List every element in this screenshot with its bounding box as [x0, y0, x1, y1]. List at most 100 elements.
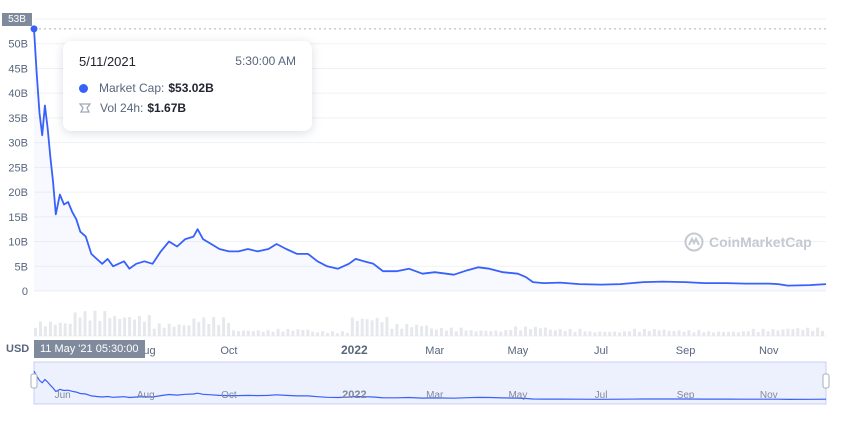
volume-bar: [712, 332, 716, 336]
volume-bar: [761, 328, 765, 336]
y-tick-label: 15B: [8, 212, 28, 224]
volume-bar: [519, 330, 523, 336]
volume-bar: [543, 327, 547, 336]
watermark: CoinMarketCap: [684, 232, 812, 252]
volume-bar: [439, 327, 443, 336]
volume-bar: [642, 328, 646, 336]
y-tick-label: 0: [22, 286, 28, 298]
volume-bar: [558, 329, 562, 336]
volume-bar: [326, 332, 330, 336]
navigator-tick-label: May: [508, 390, 527, 401]
volume-bar: [370, 320, 374, 336]
volume-bar: [444, 330, 448, 336]
volume-bar: [801, 329, 805, 336]
volume-bar: [232, 330, 235, 336]
market-cap-label: Market Cap:: [99, 81, 165, 95]
tooltip-market-cap-row: Market Cap: $53.02B: [79, 81, 214, 95]
volume-bar: [509, 330, 513, 336]
volume-bar: [68, 323, 72, 336]
y-tick-label: 10B: [8, 237, 28, 249]
volume-bar: [108, 318, 112, 336]
volume-bar: [514, 326, 518, 336]
volume-bar: [375, 317, 379, 336]
volume-bar: [98, 320, 102, 336]
volume-bar: [380, 322, 384, 336]
volume-bar: [113, 316, 117, 336]
volume-bar: [746, 331, 750, 336]
volume-bar: [697, 330, 701, 336]
volume-bar: [806, 327, 810, 336]
volume-bar: [385, 317, 389, 336]
volume-bar: [316, 332, 320, 336]
volume-bar: [529, 329, 532, 336]
volume-bar: [321, 331, 325, 336]
volume-bar: [286, 329, 290, 336]
volume-bar: [331, 331, 334, 336]
volume-bar: [717, 331, 721, 336]
volume-bar: [781, 329, 785, 336]
volume-bar: [227, 322, 231, 336]
volume-bar: [241, 330, 245, 336]
watermark-text: CoinMarketCap: [709, 234, 812, 250]
volume-bar: [434, 329, 438, 336]
series-line: [33, 28, 827, 287]
volume-bar: [58, 322, 62, 336]
volume-bar: [727, 331, 730, 336]
volume-bar: [672, 331, 676, 336]
tooltip-time: 5:30:00 AM: [235, 54, 296, 68]
volume-bar: [553, 330, 557, 336]
volume-bar: [197, 321, 201, 336]
volume-bar: [459, 327, 463, 336]
volume-bar: [628, 331, 631, 336]
volume-bar: [652, 329, 656, 336]
volume-bar: [157, 323, 161, 336]
volume-bar: [162, 327, 166, 336]
volume-bar: [118, 318, 122, 336]
navigator-right-handle[interactable]: [822, 373, 830, 389]
volume-bar: [360, 318, 364, 336]
volume-bar: [133, 319, 136, 336]
navigator: Jun Aug Oct 2022 Mar May Jul Sep Nov: [30, 361, 830, 405]
volume-bar: [53, 324, 57, 336]
y-tick-label: 40B: [8, 88, 28, 100]
volume-label: Vol 24h:: [100, 101, 144, 115]
volume-bar: [177, 324, 181, 336]
volume-bar: [593, 332, 597, 336]
volume-bar: [142, 321, 146, 336]
volume-bar: [34, 327, 37, 336]
volume-bar: [172, 326, 176, 336]
volume-bar: [499, 331, 503, 336]
volume-bar: [568, 328, 572, 336]
navigator-left-handle[interactable]: [30, 373, 38, 389]
volume-bar: [469, 330, 473, 336]
volume-bar: [152, 328, 156, 336]
volume-bar: [484, 330, 488, 336]
volume-bar: [251, 331, 255, 336]
volume-bar: [603, 331, 607, 336]
volume-bar: [296, 329, 300, 336]
y-tick-label: 45B: [8, 63, 28, 75]
volume-bar: [167, 323, 171, 336]
volume-bar: [479, 330, 483, 336]
volume-bar: [420, 326, 424, 336]
y-tick-label: 35B: [8, 113, 28, 125]
x-tick-label: May: [508, 345, 529, 357]
volume-bar: [123, 317, 127, 336]
volume-bar: [182, 325, 186, 336]
navigator-line: [33, 370, 827, 401]
cursor-date-badge: 11 May '21 05:30:00: [34, 340, 145, 358]
volume-bar: [578, 328, 582, 336]
volume-bar: [355, 321, 359, 336]
crosshair-point: [30, 25, 38, 33]
volume-bar: [623, 331, 626, 336]
volume-bar: [682, 331, 686, 336]
volume-bar: [207, 324, 211, 336]
volume-bar: [256, 330, 260, 336]
volume-bar: [692, 332, 696, 336]
volume-bar: [613, 331, 617, 336]
volume-bar: [306, 329, 310, 336]
volume-bar: [791, 329, 795, 336]
volume-bar: [618, 332, 622, 336]
